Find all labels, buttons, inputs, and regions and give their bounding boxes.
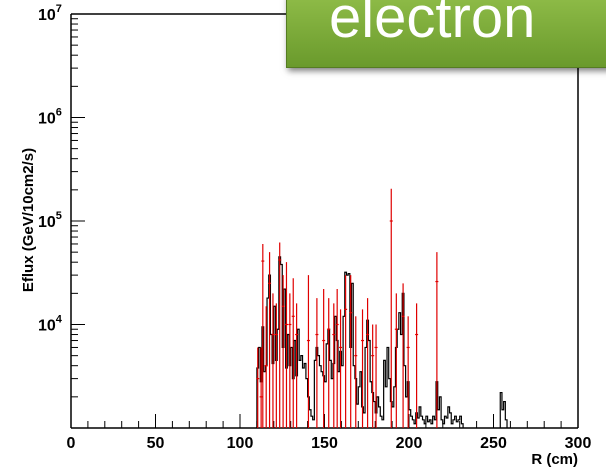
- y-axis-title: Eflux (GeV/10cm2/s): [20, 148, 37, 292]
- histogram-outline: [499, 391, 508, 428]
- x-tick-label: 0: [67, 435, 76, 452]
- series-layer: [256, 188, 508, 428]
- x-tick-label: 300: [565, 435, 592, 452]
- y-tick-label: 104: [38, 314, 63, 335]
- y-axis-ticks: 104 105 106 107: [38, 3, 85, 429]
- x-axis-title: R (cm): [531, 451, 578, 468]
- x-tick-label: 100: [227, 435, 254, 452]
- x-tick-label: 200: [396, 435, 423, 452]
- x-tick-label: 250: [480, 435, 507, 452]
- y-tick-label: 106: [38, 107, 62, 128]
- plot-frame: [70, 13, 579, 429]
- x-axis-ticks: 0 50 100 150 200 250 300: [67, 414, 592, 452]
- y-tick-label: 105: [38, 210, 62, 231]
- x-tick-label: 50: [147, 435, 165, 452]
- particle-label: electron: [329, 0, 536, 50]
- histogram-outline: [256, 256, 464, 428]
- particle-label-box: electron: [286, 0, 606, 68]
- y-tick-label: 107: [38, 3, 62, 24]
- x-tick-label: 150: [311, 435, 338, 452]
